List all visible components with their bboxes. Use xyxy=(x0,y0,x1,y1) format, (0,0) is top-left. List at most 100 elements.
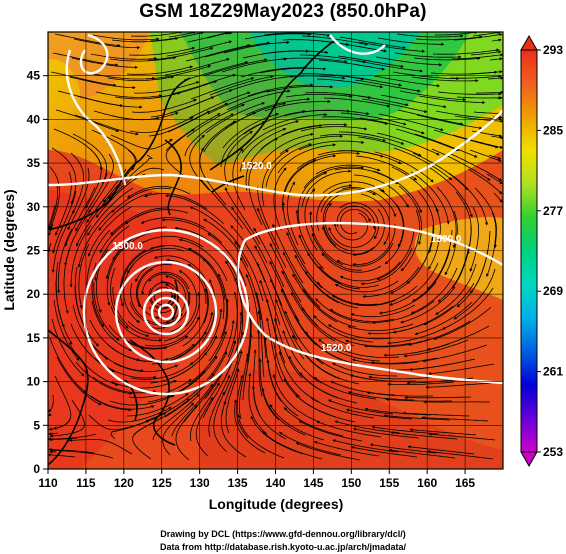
x-tick-label: 165 xyxy=(455,476,475,490)
streamline xyxy=(55,281,73,345)
colorbar-bar xyxy=(520,49,538,453)
streamline xyxy=(132,416,164,460)
streamline xyxy=(139,235,204,248)
streamline xyxy=(178,270,198,328)
streamline xyxy=(278,431,342,456)
streamline xyxy=(310,397,375,419)
streamline xyxy=(388,448,456,459)
contour-ring-1 xyxy=(82,228,250,396)
streamline xyxy=(248,161,263,226)
streamline xyxy=(321,252,382,273)
streamline xyxy=(339,261,401,282)
streamline xyxy=(284,154,337,193)
streamline xyxy=(108,324,168,350)
streamline xyxy=(394,52,462,59)
streamline xyxy=(334,280,399,293)
contour-ring-5 xyxy=(157,303,175,321)
streamline xyxy=(208,298,229,362)
streamline xyxy=(410,267,458,314)
streamline xyxy=(283,251,321,308)
streamline xyxy=(342,93,409,107)
colorbar-tick-label: 253 xyxy=(543,445,563,459)
streamline xyxy=(414,133,478,158)
streamline xyxy=(88,414,150,431)
y-tick-label: 10 xyxy=(27,375,41,389)
streamline xyxy=(346,408,413,420)
streamline xyxy=(347,323,414,331)
streamline xyxy=(93,281,120,341)
streamline xyxy=(92,376,157,394)
streamline xyxy=(54,33,121,48)
streamline xyxy=(340,112,407,126)
y-tick-label: 45 xyxy=(27,69,41,83)
streamline xyxy=(489,57,503,61)
streamline xyxy=(411,76,479,83)
streamline xyxy=(189,382,220,442)
streamline xyxy=(376,228,415,280)
streamline xyxy=(304,188,318,251)
streamline xyxy=(421,416,489,422)
streamline xyxy=(152,80,218,99)
streamline xyxy=(274,317,303,379)
streamline xyxy=(286,231,323,289)
streamline xyxy=(185,44,251,62)
streamline xyxy=(251,385,287,440)
streamline xyxy=(143,193,208,210)
streamline xyxy=(305,331,362,366)
streamline xyxy=(202,258,225,320)
streamline xyxy=(49,399,85,438)
streamline xyxy=(337,55,404,68)
colorbar-labels: 293 285 277 269 261 253 xyxy=(537,43,563,459)
streamline xyxy=(48,453,76,458)
streamline xyxy=(74,114,139,136)
streamline xyxy=(292,334,341,380)
streamline xyxy=(357,136,422,157)
streamline xyxy=(257,207,287,269)
streamline xyxy=(278,350,320,403)
streamline xyxy=(273,167,287,231)
streamline xyxy=(476,90,503,95)
streamline xyxy=(110,412,167,440)
colorbar-tick-label: 269 xyxy=(543,284,563,298)
streamline xyxy=(207,233,247,287)
streamline xyxy=(256,186,280,250)
streamline xyxy=(217,273,228,339)
streamline xyxy=(208,374,231,438)
streamline xyxy=(324,202,356,252)
streamline xyxy=(336,205,377,230)
streamline xyxy=(414,301,473,336)
streamline xyxy=(245,137,279,192)
streamline xyxy=(295,394,356,423)
coastlines xyxy=(48,39,336,466)
streamline xyxy=(336,150,402,165)
contour-n-low xyxy=(329,34,386,55)
streamline xyxy=(124,209,189,225)
streamline xyxy=(335,74,402,87)
streamline xyxy=(398,185,422,246)
streamline xyxy=(333,212,368,241)
streamline xyxy=(372,170,422,214)
streamline xyxy=(473,111,502,116)
streamline xyxy=(352,223,396,267)
streamline xyxy=(149,32,204,42)
streamline xyxy=(272,373,318,422)
streamline xyxy=(201,279,216,343)
streamline xyxy=(375,56,443,67)
streamline xyxy=(165,128,195,176)
credit-dcl: Drawing by DCL (https://www.gfd-dennou.o… xyxy=(160,529,406,539)
streamline xyxy=(223,40,290,54)
streamline xyxy=(295,442,361,461)
streamline xyxy=(355,155,418,181)
streamline xyxy=(416,114,483,130)
streamline xyxy=(56,228,73,294)
x-tick-label: 135 xyxy=(228,476,248,490)
streamline xyxy=(412,152,469,191)
streamline xyxy=(48,204,56,229)
streamline xyxy=(149,245,211,267)
streamline xyxy=(109,56,177,62)
y-tick-label: 20 xyxy=(27,287,41,301)
streamline xyxy=(468,70,503,75)
streamline xyxy=(185,351,228,404)
streamline xyxy=(168,335,218,380)
